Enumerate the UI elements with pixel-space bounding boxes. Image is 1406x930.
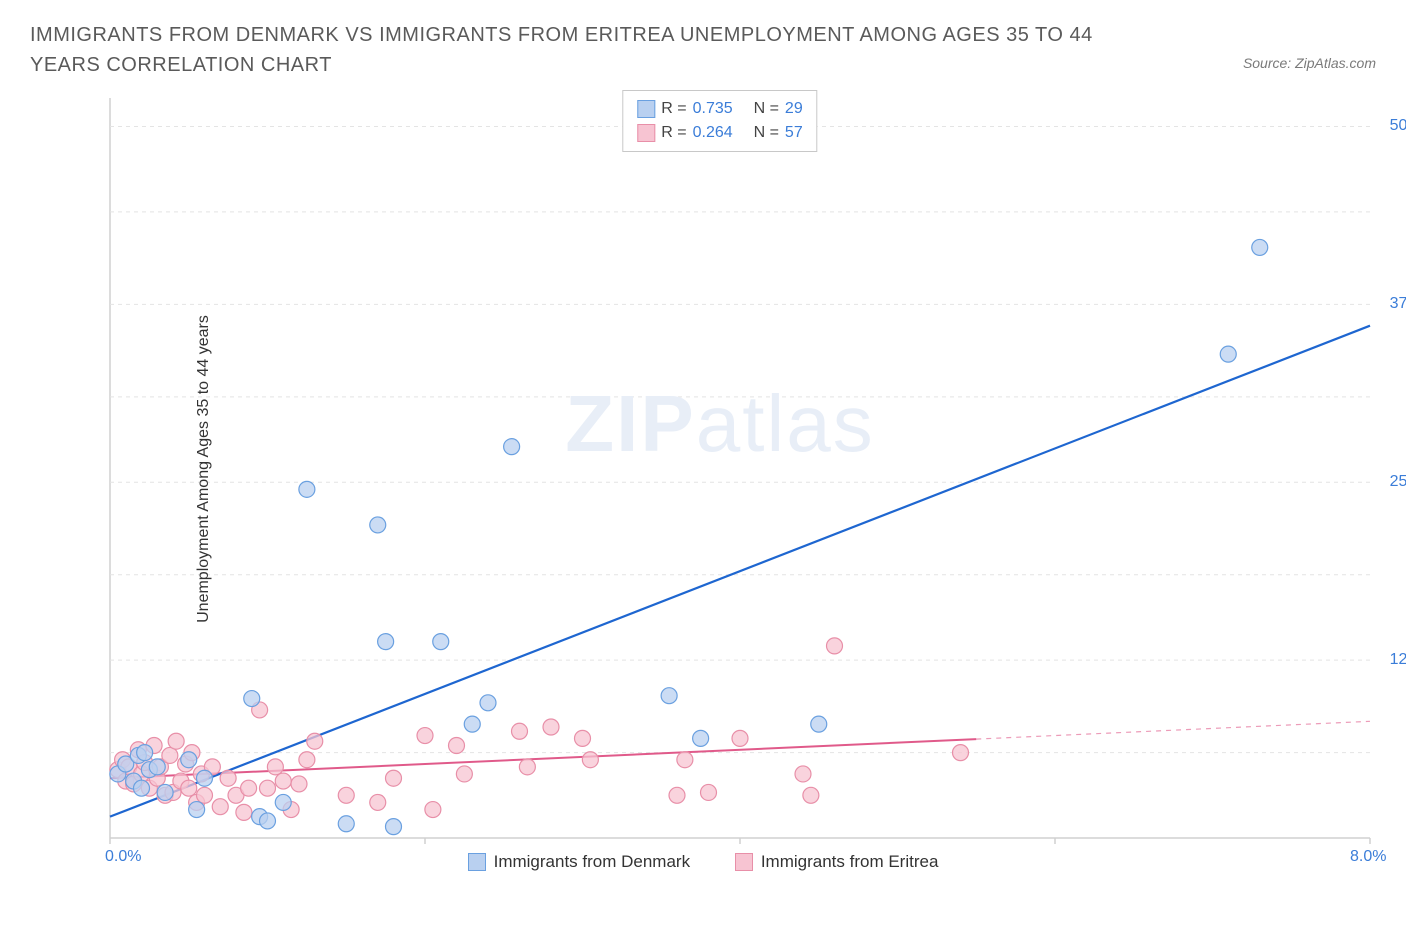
legend-label-eritrea: Immigrants from Eritrea — [761, 852, 939, 872]
n-value-eritrea: 57 — [785, 121, 803, 145]
y-axis-label: Unemployment Among Ages 35 to 44 years — [195, 315, 213, 623]
stats-legend: R = 0.735 N = 29 R = 0.264 N = 57 — [622, 90, 817, 152]
n-label: N = — [754, 121, 779, 145]
y-tick-label: 25.0% — [1390, 473, 1406, 491]
r-label: R = — [661, 121, 686, 145]
chart-title: IMMIGRANTS FROM DENMARK VS IMMIGRANTS FR… — [30, 20, 1130, 80]
series-legend: Immigrants from Denmark Immigrants from … — [30, 852, 1376, 876]
swatch-eritrea — [637, 124, 655, 142]
r-value-eritrea: 0.264 — [693, 121, 733, 145]
y-tick-label: 12.5% — [1390, 651, 1406, 669]
x-tick-label: 0.0% — [105, 848, 141, 866]
chart-container: Unemployment Among Ages 35 to 44 years Z… — [60, 90, 1380, 848]
r-value-denmark: 0.735 — [693, 97, 733, 121]
x-tick-label: 8.0% — [1350, 848, 1386, 866]
legend-item-denmark: Immigrants from Denmark — [468, 852, 690, 872]
y-tick-label: 50.0% — [1390, 117, 1406, 135]
stats-row-eritrea: R = 0.264 N = 57 — [637, 121, 802, 145]
source-label: Source: ZipAtlas.com — [1243, 55, 1376, 71]
n-value-denmark: 29 — [785, 97, 803, 121]
swatch-eritrea — [735, 853, 753, 871]
scatter-chart — [60, 90, 1380, 848]
y-tick-label: 37.5% — [1390, 295, 1406, 313]
legend-item-eritrea: Immigrants from Eritrea — [735, 852, 939, 872]
n-label: N = — [754, 97, 779, 121]
legend-label-denmark: Immigrants from Denmark — [494, 852, 690, 872]
r-label: R = — [661, 97, 686, 121]
swatch-denmark — [637, 100, 655, 118]
stats-row-denmark: R = 0.735 N = 29 — [637, 97, 802, 121]
swatch-denmark — [468, 853, 486, 871]
